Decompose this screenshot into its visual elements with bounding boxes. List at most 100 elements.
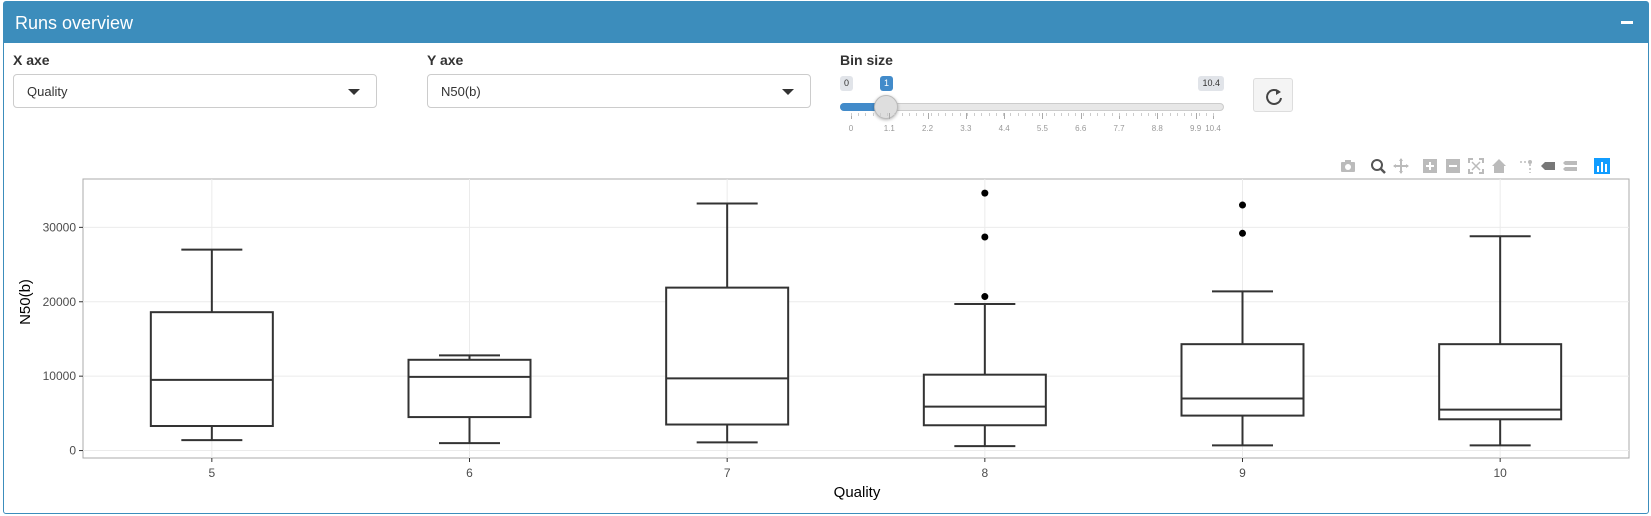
slider-minor-tick [995, 113, 997, 116]
slider-minor-tick [1147, 113, 1149, 116]
x-axe-value: Quality [27, 84, 68, 99]
slider-handle[interactable] [874, 95, 898, 119]
slider-minor-tick [872, 113, 874, 116]
chevron-down-icon [348, 89, 360, 95]
slider-major-tick [1157, 113, 1159, 119]
slider-minor-tick [1075, 113, 1077, 116]
camera-icon[interactable] [1340, 158, 1356, 174]
slider-minor-tick [1126, 113, 1128, 116]
zoom-in-icon[interactable] [1422, 158, 1438, 174]
slider-minor-tick [1118, 113, 1120, 116]
slider-minor-tick [1169, 113, 1171, 116]
slider-min-label: 0 [840, 76, 854, 91]
bin-size-label: Bin size [840, 52, 893, 68]
zoom-icon[interactable] [1370, 158, 1386, 174]
slider-minor-tick [1089, 113, 1091, 116]
slider-minor-tick [1184, 113, 1186, 116]
slider-minor-tick [1032, 113, 1033, 116]
slider-minor-tick [974, 113, 976, 116]
slider-major-tick [1119, 113, 1121, 119]
slider-tick-label: 2.2 [922, 124, 934, 133]
slider-major-tick [965, 113, 967, 119]
slider-major-tick [1004, 113, 1006, 119]
slider-minor-tick [908, 113, 910, 116]
slider-minor-tick [959, 113, 961, 116]
slider-minor-tick [1053, 113, 1055, 116]
slider-major-tick [1213, 113, 1214, 119]
slider-minor-tick [1205, 113, 1207, 116]
slider-minor-tick [1068, 113, 1070, 116]
bin-size-slider[interactable]: 0 1 10.4 0 1.1 2.2 3.3 4.4 5.5 6.6 7.7 8.8 9.9 10.… [840, 76, 1224, 136]
refresh-button[interactable] [1253, 78, 1293, 112]
slider-minor-tick [879, 113, 881, 116]
slider-minor-tick [858, 113, 860, 116]
slider-value-label: 1 [880, 76, 894, 91]
zoom-out-icon[interactable] [1445, 158, 1461, 174]
plotly-logo-icon[interactable] [1594, 158, 1610, 174]
slider-major-tick [1080, 113, 1082, 119]
slider-minor-tick [937, 113, 939, 116]
slider-major-tick [889, 113, 891, 119]
slider-major-tick [927, 113, 929, 119]
slider-minor-tick [1024, 113, 1026, 116]
panel-header: Runs overview [4, 2, 1648, 43]
x-axe-select[interactable]: Quality [13, 74, 377, 108]
slider-minor-tick [1213, 113, 1214, 116]
panel-title: Runs overview [15, 13, 134, 33]
slider-minor-tick [1082, 113, 1084, 116]
slider-minor-tick [1162, 113, 1164, 116]
slider-minor-tick [1010, 113, 1012, 116]
slider-fill [840, 103, 886, 111]
slider-minor-tick [1097, 113, 1099, 116]
slider-max-label: 10.4 [1198, 76, 1224, 91]
slider-major-tick [1042, 113, 1044, 119]
slider-minor-tick [1003, 113, 1005, 116]
slider-minor-tick [916, 113, 918, 116]
slider-minor-tick [966, 113, 968, 116]
slider-minor-tick [1104, 113, 1106, 116]
slider-minor-tick [981, 113, 983, 116]
slider-minor-tick [1140, 113, 1142, 116]
slider-minor-tick [1133, 113, 1135, 116]
slider-minor-tick [901, 113, 903, 116]
slider-minor-tick [1017, 113, 1019, 116]
spike-lines-icon[interactable] [1518, 158, 1534, 174]
slider-minor-tick [930, 113, 932, 116]
x-axe-label: X axe [13, 52, 50, 68]
slider-minor-tick [865, 113, 867, 116]
slider-minor-tick [1060, 113, 1062, 116]
slider-tick-label: 6.6 [1075, 124, 1087, 133]
slider-tick-label: 3.3 [960, 124, 972, 133]
slider-tick-label: 9.9 [1190, 124, 1202, 133]
slider-minor-tick [894, 113, 896, 116]
slider-minor-tick [1111, 113, 1113, 116]
y-axe-label: Y axe [427, 52, 464, 68]
slider-minor-tick [945, 113, 947, 116]
slider-tick-label: 4.4 [998, 124, 1010, 133]
slider-tick-label: 8.8 [1151, 124, 1163, 133]
slider-minor-tick [1046, 113, 1048, 116]
slider-tick-label: 10.4 [1205, 124, 1221, 133]
refresh-icon [1266, 89, 1282, 105]
slider-tick-label: 0 [848, 124, 854, 133]
y-axe-select[interactable]: N50(b) [427, 74, 811, 108]
chevron-down-icon [782, 89, 794, 95]
slider-minor-tick [1155, 113, 1157, 116]
slider-minor-tick [887, 113, 889, 116]
collapse-button[interactable] [1618, 10, 1636, 32]
autoscale-icon[interactable] [1468, 158, 1484, 174]
hover-closest-icon[interactable] [1540, 158, 1556, 174]
slider-minor-tick [1198, 113, 1200, 116]
slider-tick-label: 7.7 [1113, 124, 1125, 133]
slider-minor-tick [1176, 113, 1178, 116]
slider-minor-tick [988, 113, 990, 116]
home-icon[interactable] [1491, 158, 1507, 174]
slider-minor-tick [923, 113, 925, 116]
slider-minor-tick [1039, 113, 1041, 116]
pan-icon[interactable] [1393, 158, 1409, 174]
slider-minor-tick [952, 113, 954, 116]
slider-major-tick [1195, 113, 1197, 119]
slider-minor-tick [851, 113, 852, 116]
hover-compare-icon[interactable] [1562, 158, 1578, 174]
slider-major-tick [851, 113, 852, 119]
